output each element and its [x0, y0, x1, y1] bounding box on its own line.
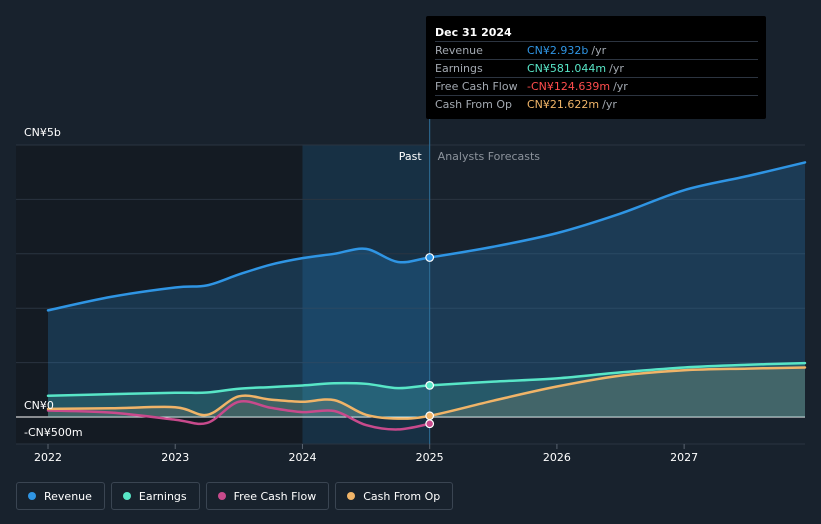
- series-lines: [46, 161, 807, 431]
- tooltip-unit: /yr: [609, 62, 624, 75]
- past-label: Past: [399, 150, 423, 163]
- tooltip-value: CN¥2.932b: [527, 44, 589, 57]
- tooltip-value: CN¥21.622m: [527, 98, 600, 111]
- tooltip-value: CN¥581.044m: [527, 62, 607, 75]
- y-tick-label: CN¥5b: [24, 126, 61, 139]
- legend-item-earnings[interactable]: Earnings: [110, 482, 200, 510]
- earnings-marker: [425, 380, 435, 390]
- free-cash-flow-dot-icon: [217, 492, 226, 500]
- earnings-dot-icon: [122, 492, 131, 500]
- legend-item-free-cash-flow[interactable]: Free Cash Flow: [205, 482, 330, 510]
- x-tick-label: 2026: [543, 451, 571, 464]
- tooltip-row-free-cash-flow: Free Cash Flow -CN¥124.639m /yr: [435, 77, 758, 95]
- legend-item-cash-from-op[interactable]: Cash From Op: [335, 482, 454, 510]
- cash-from-op-area: [48, 367, 805, 419]
- cash-from-op-marker: [425, 411, 435, 421]
- tooltip-row-revenue: Revenue CN¥2.932b /yr: [435, 41, 758, 59]
- x-axis: 2022 2023 2024 2025 2026 2027: [34, 444, 698, 464]
- free-cash-flow-line: [46, 399, 431, 431]
- revenue-area: [48, 162, 805, 417]
- tooltip-row-earnings: Earnings CN¥581.044m /yr: [435, 59, 758, 77]
- tooltip-date: Dec 31 2024: [435, 26, 512, 39]
- x-tick-label: 2025: [416, 451, 444, 464]
- tooltip-value: -CN¥124.639m: [527, 80, 611, 93]
- earnings-line: [46, 361, 807, 398]
- tooltip-unit: /yr: [602, 98, 617, 111]
- tooltip-label: Earnings: [435, 62, 483, 75]
- legend-label: Revenue: [44, 489, 92, 503]
- cash-from-op-dot-icon: [347, 492, 356, 500]
- tooltip-unit: /yr: [613, 80, 628, 93]
- tooltip-label: Revenue: [435, 44, 483, 57]
- revenue-marker: [425, 253, 435, 262]
- tooltip-label: Free Cash Flow: [435, 80, 518, 93]
- tooltip: Dec 31 2024 Revenue CN¥2.932b /yr Earnin…: [426, 16, 766, 119]
- legend-label: Earnings: [138, 489, 187, 503]
- forecast-label: Analysts Forecasts: [438, 150, 541, 163]
- y-axis: CN¥5b CN¥0 -CN¥500m: [24, 126, 83, 439]
- tooltip-row-cash-from-op: Cash From Op CN¥21.622m /yr: [435, 95, 758, 113]
- y-tick-label: CN¥0: [24, 399, 54, 412]
- legend-label: Free Cash Flow: [233, 489, 317, 503]
- legend-label: Cash From Op: [363, 489, 441, 503]
- cash-from-op-line: [46, 366, 807, 420]
- y-tick-label: -CN¥500m: [24, 426, 83, 439]
- free-cash-flow-marker: [425, 419, 435, 429]
- x-tick-label: 2024: [288, 451, 316, 464]
- x-tick-label: 2027: [670, 451, 698, 464]
- x-tick-label: 2023: [161, 451, 189, 464]
- revenue-line: [46, 161, 807, 312]
- x-tick-label: 2022: [34, 451, 62, 464]
- legend-item-revenue[interactable]: Revenue: [16, 482, 105, 510]
- highlight-band: [302, 145, 430, 444]
- series-markers: [425, 253, 435, 429]
- gridlines: [16, 144, 805, 445]
- revenue-dot-icon: [28, 492, 36, 500]
- tooltip-unit: /yr: [591, 44, 607, 57]
- legend: Revenue Earnings Free Cash Flow Cash Fro…: [16, 482, 454, 510]
- tooltip-label: Cash From Op: [435, 98, 513, 111]
